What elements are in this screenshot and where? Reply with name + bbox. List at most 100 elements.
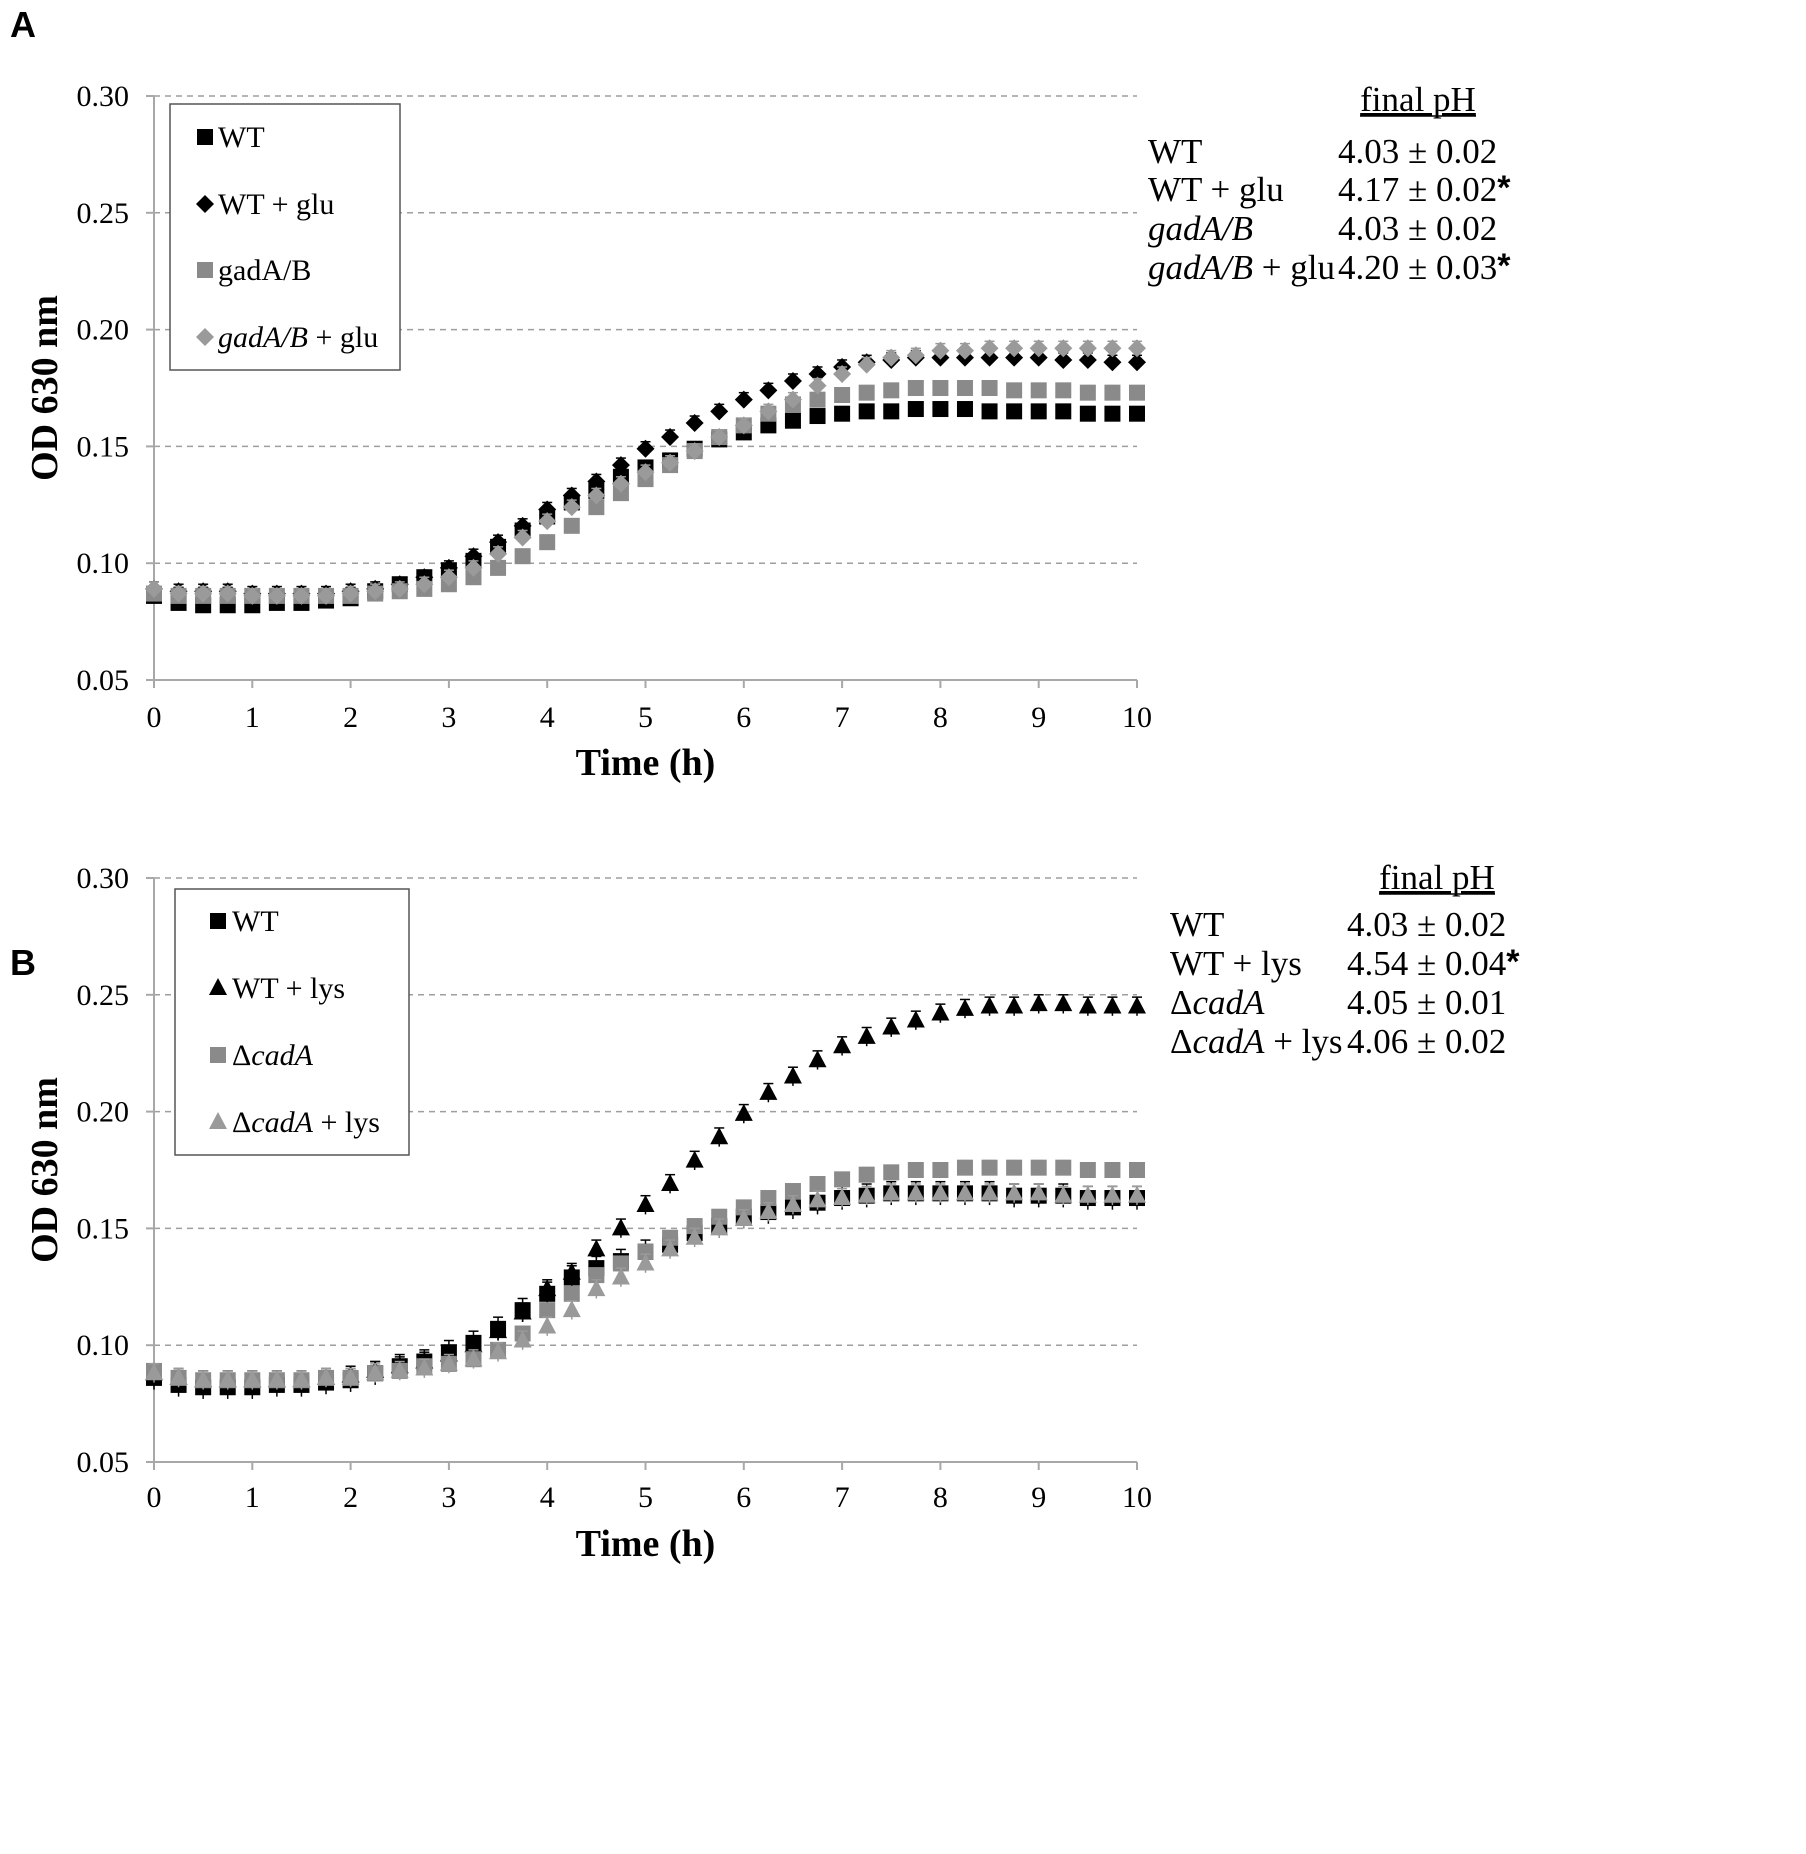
panel-b-data-point xyxy=(539,1302,556,1319)
panel-b-final-ph-heading: final pH xyxy=(1379,858,1495,897)
panel-b-data-point xyxy=(562,1262,581,1280)
panel-a-data-point xyxy=(587,472,606,491)
panel-b-data-point xyxy=(661,1174,680,1192)
panel-b-data-point xyxy=(145,1363,163,1381)
panel-a-data-point xyxy=(513,528,532,547)
panel-a-data-point xyxy=(562,498,581,517)
panel-b-data-point xyxy=(538,1316,557,1334)
panel-a-data-point xyxy=(194,584,213,603)
panel-b-data-point xyxy=(1029,1183,1048,1201)
panel-b-data-point xyxy=(1005,1183,1024,1201)
panel-a-x-tick-label: 7 xyxy=(835,701,850,734)
panel-b-data-point xyxy=(734,1209,753,1227)
panel-b-data-point xyxy=(1103,1185,1122,1203)
panel-a-final-ph-heading: final pH xyxy=(1360,80,1476,119)
panel-b-x-axis-title: Time (h) xyxy=(576,1523,716,1565)
panel-b-data-point xyxy=(563,1285,580,1302)
panel-a-data-point xyxy=(588,499,605,516)
panel-b-x-tick-label: 6 xyxy=(736,1481,751,1514)
panel-a-data-point xyxy=(882,348,901,367)
panel-b-data-point xyxy=(1104,1162,1121,1178)
panel-a-y-tick-label: 0.10 xyxy=(77,547,130,580)
panel-b-data-point xyxy=(686,1218,703,1235)
panel-b-data-point xyxy=(734,1103,753,1121)
panel-a-data-point xyxy=(956,401,973,418)
panel-a-final-ph-table: final pH WT 4.03 ± 0.02 WT + glu 4.17 ± 0.02… xyxy=(1148,80,1511,287)
panel-b-final-ph-label-part-0: Δ xyxy=(1170,983,1193,1022)
panel-b-data-point xyxy=(783,1195,802,1213)
panel-a-y-tick-label: 0.25 xyxy=(77,197,130,230)
panel-b-data-point xyxy=(711,1208,728,1225)
panel-a-data-point xyxy=(1079,384,1096,401)
panel-b-x-tick-label: 5 xyxy=(638,1481,653,1514)
panel-a-final-ph-label-part-2: WT + glu xyxy=(1148,170,1284,209)
panel-a-final-ph-label-part-2: + glu xyxy=(1253,248,1335,287)
panel-a-legend-label-wt-glu: WT + glu xyxy=(218,188,334,221)
panel-a-data-point xyxy=(710,402,729,421)
panel-b-data-point xyxy=(1079,1162,1096,1178)
panel-b-data-point xyxy=(636,1253,655,1271)
panel-b-legend-label-delta-cada: ΔcadA xyxy=(232,1039,314,1072)
panel-a-data-point xyxy=(1079,405,1096,422)
panel-b-data-point xyxy=(637,1243,654,1260)
panel-b-data-point xyxy=(415,1358,434,1376)
panel-a-data-point xyxy=(808,376,827,395)
panel-a-data-point xyxy=(538,512,557,531)
panel-b-data-point xyxy=(1128,1185,1146,1203)
panel-b-x-tick-label: 1 xyxy=(245,1481,260,1514)
panel-b-data-point xyxy=(464,1349,483,1367)
panel-b-final-ph-label-part-1: cadA xyxy=(1193,983,1266,1022)
panel-b-data-point xyxy=(980,1183,999,1201)
panel-b-legend-label-part-0: WT xyxy=(232,905,279,938)
panel-a-data-point xyxy=(906,346,925,365)
panel-b-final-ph-label: WT + lys xyxy=(1170,944,1302,983)
panel-b-legend-label-part-2: + lys xyxy=(313,1106,380,1139)
panel-letter-b: B xyxy=(10,942,36,983)
panel-b-legend-marker-wt xyxy=(210,913,226,929)
panel-b-data-point xyxy=(489,1321,508,1339)
panel-a-final-ph-label-part-1: gadA/B xyxy=(1148,209,1253,248)
panel-a-data-point xyxy=(1078,350,1097,369)
panel-b-data-point xyxy=(292,1370,311,1388)
panel-a-legend-label-gada-b-glu: gadA/B + glu xyxy=(218,321,378,354)
panel-a-data-point xyxy=(858,403,875,420)
panel-a-legend-label-part-1: gadA/B xyxy=(218,321,308,354)
panel-a-data-point xyxy=(366,582,385,601)
panel-b-data-point xyxy=(661,1239,680,1257)
chart-panel-b: 0.05 0.10 0.15 0.20 0.25 0.30 0 1 2 3 4 5 6 7 8 9 10 Time… xyxy=(24,858,1520,1565)
panel-a-data-point xyxy=(883,382,900,399)
panel-b-legend-label-part-1: cadA xyxy=(251,1039,313,1072)
panel-b-final-ph-label: ΔcadA + lys xyxy=(1170,1022,1343,1061)
panel-a-legend-label-gada-b: gadA/B xyxy=(218,254,311,287)
panel-a-data-point xyxy=(857,355,876,374)
panel-a-data-point xyxy=(218,584,237,603)
panel-a-data-point xyxy=(834,387,851,404)
panel-a-data-point xyxy=(661,428,680,447)
panel-a-legend-label-wt: WT xyxy=(218,121,265,154)
panel-a-data-point xyxy=(1104,384,1121,401)
panel-b-data-point xyxy=(513,1302,532,1320)
panel-b-data-point xyxy=(834,1171,851,1188)
panel-b-data-point xyxy=(710,1127,729,1145)
panel-a-data-point xyxy=(1129,384,1145,401)
panel-a-data-point xyxy=(759,402,778,421)
panel-a-x-tick-label: 6 xyxy=(736,701,751,734)
panel-b-x-tick-label: 9 xyxy=(1031,1481,1046,1514)
panel-b-data-point xyxy=(759,1202,778,1220)
panel-a-data-point xyxy=(539,534,556,551)
panel-a-data-point xyxy=(465,569,482,586)
panel-b-data-point xyxy=(883,1164,900,1181)
panel-a-data-point xyxy=(783,371,802,390)
panel-a-data-point xyxy=(636,439,655,458)
panel-b-data-point xyxy=(636,1195,655,1213)
panel-b-y-tick-label: 0.30 xyxy=(77,862,130,895)
panel-b-data-point xyxy=(366,1363,385,1381)
panel-b-data-point xyxy=(907,1162,924,1178)
panel-b-x-tick-label: 4 xyxy=(540,1481,555,1514)
panel-b-y-tick-label: 0.20 xyxy=(77,1096,130,1129)
panel-a-y-tick-label: 0.20 xyxy=(77,314,130,347)
panel-b-data-point xyxy=(1078,1185,1097,1203)
panel-a-final-ph-label: gadA/B xyxy=(1148,209,1253,248)
panel-a-x-tick-label: 1 xyxy=(245,701,260,734)
